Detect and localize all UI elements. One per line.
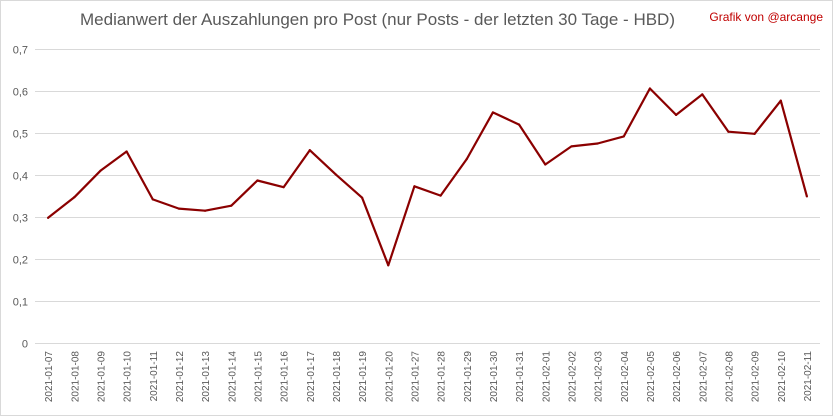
- x-tick-label: 2021-01-31: [515, 351, 526, 403]
- series-1: [46, 87, 809, 267]
- data-point: [727, 130, 730, 133]
- gridlines: [35, 49, 820, 344]
- data-point: [753, 132, 756, 135]
- data-point: [256, 179, 259, 182]
- x-tick-label: 2021-01-08: [70, 351, 81, 403]
- data-point: [491, 111, 495, 114]
- data-point: [439, 194, 442, 197]
- y-tick-label: 0,6: [13, 87, 28, 99]
- y-tick-label: 0,2: [13, 255, 28, 267]
- data-point: [805, 195, 809, 198]
- y-tick-label: 0,1: [13, 297, 28, 309]
- x-tick-label: 2021-01-11: [149, 351, 160, 402]
- x-tick-label: 2021-02-10: [777, 351, 788, 403]
- y-axis-ticks: 0 0,1 0,2 0,3 0,4 0,5 0,6 0,7: [13, 45, 28, 351]
- data-point: [779, 99, 782, 102]
- x-tick-label: 2021-01-13: [201, 351, 212, 403]
- data-point: [99, 169, 102, 172]
- data-point: [334, 173, 338, 176]
- data-point: [177, 207, 181, 210]
- data-point: [413, 185, 416, 188]
- x-tick-label: 2021-02-02: [567, 351, 578, 403]
- x-tick-label: 2021-02-05: [646, 351, 657, 403]
- x-tick-label: 2021-01-14: [227, 351, 238, 403]
- x-tick-label: 2021-01-28: [437, 351, 448, 403]
- data-point: [387, 264, 390, 267]
- x-tick-label: 2021-02-04: [620, 351, 631, 403]
- x-tick-label: 2021-01-30: [489, 351, 500, 403]
- data-point: [517, 123, 521, 126]
- x-tick-label: 2021-01-12: [175, 351, 186, 403]
- x-tick-label: 2021-01-19: [358, 351, 369, 403]
- x-tick-label: 2021-02-07: [698, 351, 709, 403]
- data-point: [570, 145, 573, 148]
- data-point: [151, 198, 154, 201]
- data-point: [360, 196, 364, 199]
- chart-credit: Grafik von @arcange: [709, 10, 823, 24]
- data-point: [46, 216, 50, 219]
- data-point: [73, 196, 76, 199]
- data-point: [544, 163, 547, 166]
- data-point: [674, 113, 678, 117]
- x-tick-label: 2021-01-17: [306, 351, 317, 403]
- y-tick-label: 0: [22, 339, 28, 351]
- x-tick-label: 2021-01-09: [96, 351, 107, 403]
- x-tick-label: 2021-02-06: [672, 351, 683, 403]
- data-point: [465, 157, 468, 161]
- x-tick-label: 2021-02-03: [594, 351, 605, 403]
- data-point: [308, 149, 311, 152]
- x-tick-label: 2021-01-16: [280, 351, 291, 403]
- x-tick-label: 2021-01-20: [384, 351, 395, 403]
- x-tick-label: 2021-02-01: [541, 351, 552, 403]
- x-tick-label: 2021-02-08: [724, 351, 735, 403]
- series-layer: [46, 87, 809, 267]
- data-point: [596, 142, 599, 145]
- x-tick-label: 2021-01-07: [44, 351, 55, 403]
- x-tick-label: 2021-01-29: [463, 351, 474, 403]
- series-line: [47, 87, 808, 267]
- data-point: [282, 186, 285, 189]
- data-point: [648, 87, 652, 90]
- y-tick-label: 0,4: [13, 171, 28, 183]
- data-point: [203, 209, 207, 212]
- x-tick-label: 2021-01-10: [123, 351, 134, 403]
- y-tick-label: 0,5: [13, 129, 28, 141]
- x-tick-label: 2021-01-27: [410, 351, 421, 403]
- x-tick-label: 2021-01-18: [332, 351, 343, 403]
- y-tick-label: 0,3: [13, 213, 28, 225]
- chart-title: Medianwert der Auszahlungen pro Post (nu…: [80, 10, 675, 29]
- x-tick-label: 2021-02-09: [751, 351, 762, 403]
- data-point: [125, 150, 128, 153]
- x-tick-label: 2021-02-11: [803, 351, 814, 402]
- x-tick-label: 2021-01-15: [253, 351, 264, 403]
- data-point: [701, 93, 704, 96]
- data-point: [622, 135, 625, 138]
- data-point: [230, 204, 233, 207]
- x-axis-ticks: 2021-01-07 2021-01-08 2021-01-09 2021-01-10…: [44, 351, 814, 403]
- y-tick-label: 0,7: [13, 45, 28, 57]
